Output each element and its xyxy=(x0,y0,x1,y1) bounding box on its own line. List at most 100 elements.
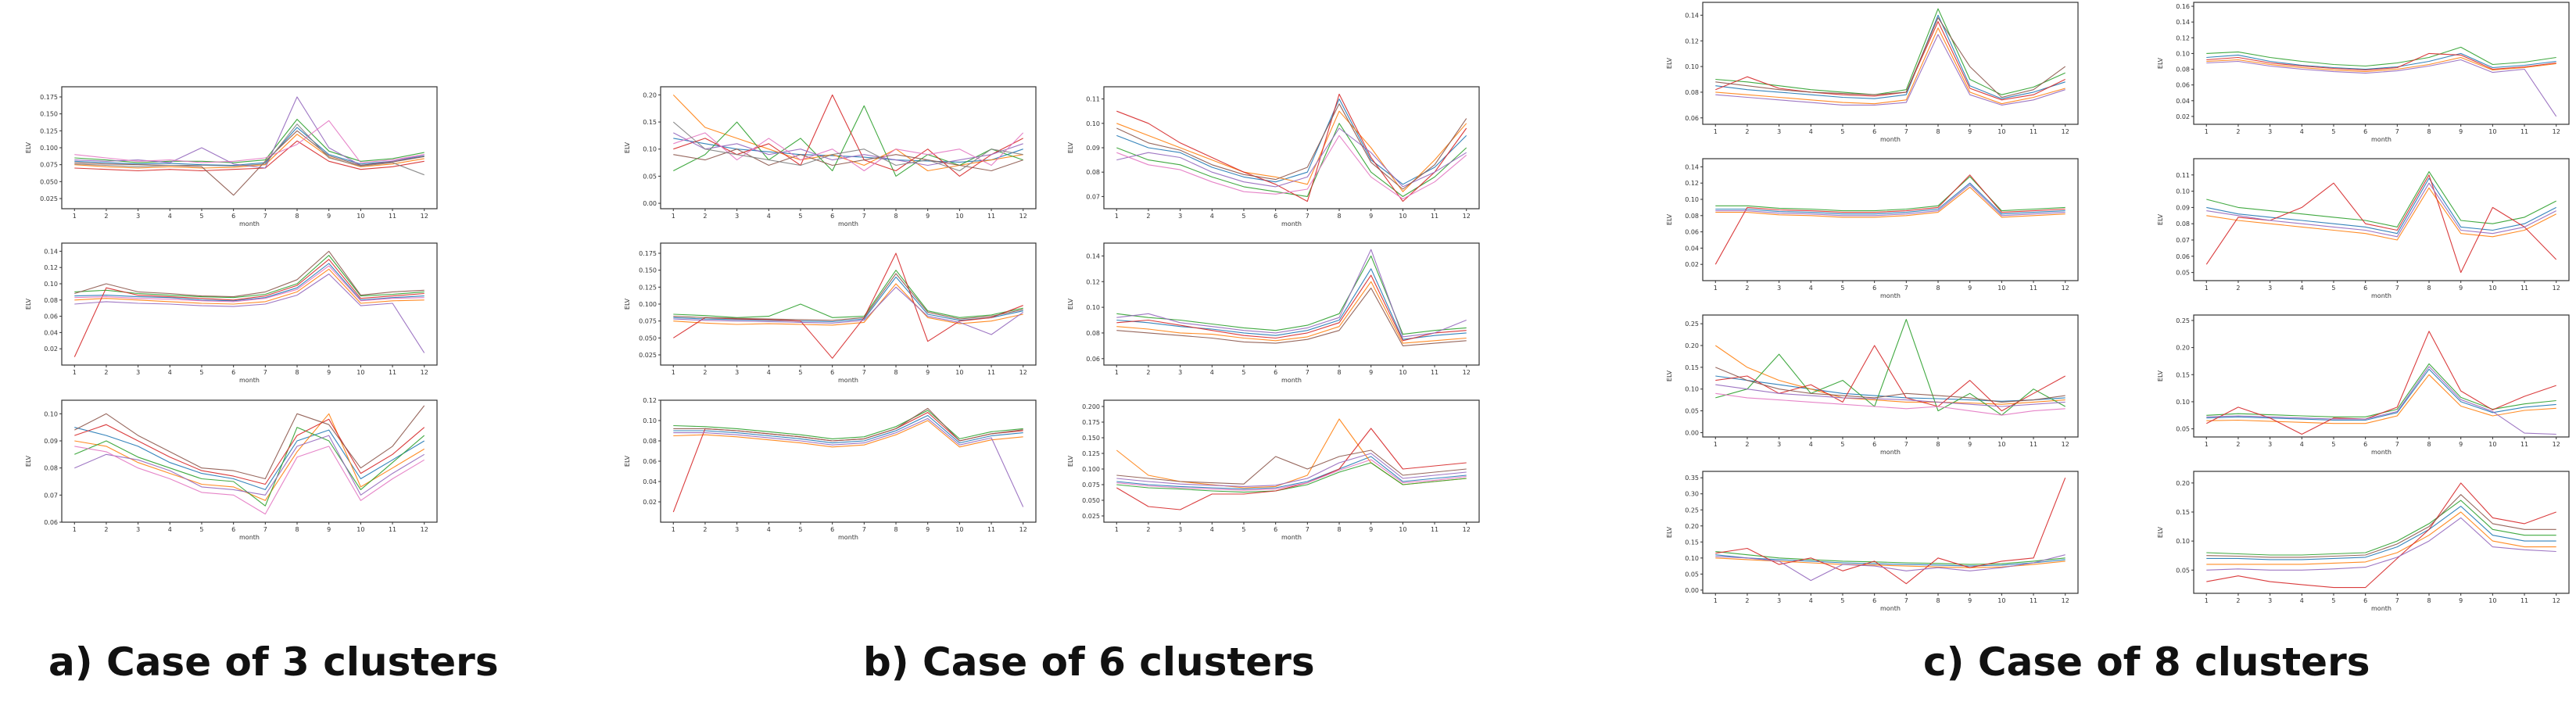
y-tick-label: 0.15 xyxy=(1685,364,1699,371)
y-tick-label: 0.09 xyxy=(1086,145,1100,152)
x-tick-label: 11 xyxy=(389,526,396,533)
y-tick-label: 0.08 xyxy=(44,297,58,304)
series-line xyxy=(1116,459,1467,491)
x-tick-label: 1 xyxy=(1115,369,1119,376)
series-line xyxy=(673,420,1023,448)
x-tick-label: 2 xyxy=(1146,526,1150,533)
y-tick-label: 0.07 xyxy=(44,492,58,499)
y-tick-label: 0.08 xyxy=(1685,213,1699,220)
y-axis-label: ELV xyxy=(2157,526,2164,538)
series-line xyxy=(1116,281,1467,344)
x-tick-label: 11 xyxy=(2520,128,2528,135)
y-tick-label: 0.10 xyxy=(1086,304,1100,311)
x-tick-label: 10 xyxy=(1399,369,1406,376)
y-tick-label: 0.00 xyxy=(1685,429,1699,436)
x-tick-label: 1 xyxy=(1115,526,1119,533)
x-tick-label: 5 xyxy=(2331,128,2335,135)
caption-c: c) Case of 8 clusters xyxy=(1923,639,2370,685)
series-line xyxy=(1116,462,1467,493)
x-tick-label: 1 xyxy=(1714,597,1718,604)
series-line xyxy=(1714,345,2065,405)
y-axis-label: ELV xyxy=(1067,298,1074,310)
x-tick-label: 5 xyxy=(1840,441,1844,448)
y-axis-label: ELV xyxy=(1067,141,1074,153)
series-line xyxy=(1715,477,2066,585)
y-tick-label: 0.06 xyxy=(44,313,58,320)
series-line xyxy=(2206,182,2556,238)
x-tick-label: 11 xyxy=(2520,441,2528,448)
x-tick-label: 9 xyxy=(1968,128,1972,135)
y-axis-label: ELV xyxy=(2157,213,2164,225)
y-axis-label: ELV xyxy=(624,298,631,310)
x-tick-label: 12 xyxy=(1463,369,1471,376)
x-tick-label: 5 xyxy=(199,369,203,376)
series-line xyxy=(2206,500,2556,556)
y-tick-label: 0.12 xyxy=(44,264,58,271)
x-tick-label: 11 xyxy=(987,213,995,220)
y-tick-label: 0.35 xyxy=(1685,474,1699,482)
x-tick-label: 10 xyxy=(1997,285,2005,292)
series-line xyxy=(1715,176,2065,212)
x-tick-label: 4 xyxy=(1809,597,1813,604)
y-tick-label: 0.15 xyxy=(2176,371,2190,378)
y-tick-label: 0.20 xyxy=(643,91,657,98)
x-tick-label: 6 xyxy=(2363,128,2367,135)
plot-area xyxy=(61,242,438,366)
x-tick-label: 11 xyxy=(1431,369,1438,376)
x-tick-label: 12 xyxy=(2553,441,2560,448)
y-tick-label: 0.06 xyxy=(1086,356,1100,363)
series-line xyxy=(74,427,425,507)
series-line xyxy=(1715,8,2065,95)
y-axis-label: ELV xyxy=(2157,57,2164,69)
y-tick-label: 0.14 xyxy=(44,248,58,255)
panel-c-12: 1 2 3 4 5 6 7 8 9 10 11 120.020.040.060.080.100.120… xyxy=(1666,158,2079,299)
series-line xyxy=(2206,331,2556,435)
y-tick-label: 0.07 xyxy=(2176,237,2190,244)
y-tick-label: 0.00 xyxy=(1685,587,1699,594)
y-tick-label: 0.08 xyxy=(2176,66,2190,73)
x-tick-label: 2 xyxy=(703,369,707,376)
series-line xyxy=(74,255,425,299)
y-tick-label: 0.10 xyxy=(1685,386,1699,393)
y-tick-label: 0.08 xyxy=(44,465,58,472)
x-tick-label: 4 xyxy=(168,526,172,533)
x-tick-label: 2 xyxy=(703,526,707,533)
x-tick-label: 9 xyxy=(327,526,331,533)
y-tick-label: 0.04 xyxy=(44,329,58,336)
panel-b-4: 1 2 3 4 5 6 7 8 9 10 11 120.000.050.100.150.20month… xyxy=(624,86,1037,227)
x-tick-label: 2 xyxy=(1146,369,1150,376)
x-tick-label: 2 xyxy=(104,526,108,533)
series-line xyxy=(1715,367,2065,403)
x-tick-label: 11 xyxy=(2520,285,2528,292)
x-tick-label: 5 xyxy=(798,213,802,220)
series-line xyxy=(74,120,425,163)
x-tick-label: 6 xyxy=(2363,285,2367,292)
x-tick-label: 12 xyxy=(2062,128,2069,135)
y-tick-label: 0.10 xyxy=(2176,188,2190,195)
x-tick-label: 1 xyxy=(73,526,77,533)
x-tick-label: 4 xyxy=(1809,128,1813,135)
x-tick-label: 8 xyxy=(295,526,299,533)
x-tick-label: 5 xyxy=(1840,597,1844,604)
series-line xyxy=(673,273,1023,321)
x-tick-label: 1 xyxy=(2205,597,2209,604)
x-tick-label: 1 xyxy=(2205,441,2209,448)
y-tick-label: 0.15 xyxy=(643,119,657,126)
x-tick-label: 4 xyxy=(1210,213,1214,220)
y-tick-label: 0.10 xyxy=(1086,120,1100,127)
x-tick-label: 3 xyxy=(735,213,739,220)
x-tick-label: 6 xyxy=(1872,597,1876,604)
x-tick-label: 6 xyxy=(1872,285,1876,292)
series-line xyxy=(673,252,1023,359)
x-axis-label: month xyxy=(2371,449,2391,456)
x-axis-label: month xyxy=(239,534,260,541)
x-tick-label: 10 xyxy=(1997,128,2005,135)
x-tick-label: 9 xyxy=(1369,213,1373,220)
y-tick-label: 0.050 xyxy=(1082,497,1100,504)
x-tick-label: 8 xyxy=(894,213,897,220)
series-line xyxy=(1116,453,1467,487)
y-tick-label: 0.04 xyxy=(1685,245,1699,252)
series-line xyxy=(1715,27,2065,105)
y-tick-label: 0.12 xyxy=(643,397,657,404)
y-axis-label: ELV xyxy=(1666,370,1673,381)
